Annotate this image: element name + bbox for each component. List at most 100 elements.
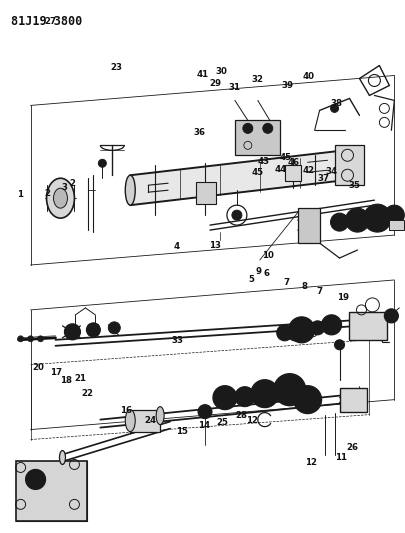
Circle shape <box>38 336 43 342</box>
Ellipse shape <box>60 450 65 464</box>
Circle shape <box>293 386 321 414</box>
Circle shape <box>288 317 314 343</box>
Text: 39: 39 <box>281 81 292 90</box>
Circle shape <box>384 309 397 323</box>
Circle shape <box>242 123 252 133</box>
Circle shape <box>108 322 120 334</box>
Text: 13: 13 <box>209 241 221 250</box>
Circle shape <box>388 313 393 319</box>
Bar <box>339 387 367 411</box>
Ellipse shape <box>125 410 135 432</box>
Text: 30: 30 <box>215 67 226 76</box>
Text: 7: 7 <box>283 278 289 287</box>
Circle shape <box>86 323 100 337</box>
Ellipse shape <box>340 151 347 179</box>
Circle shape <box>17 336 23 342</box>
Circle shape <box>231 210 241 220</box>
Text: 16: 16 <box>120 406 132 415</box>
Text: 29: 29 <box>209 78 221 87</box>
Text: 34: 34 <box>324 167 337 176</box>
Text: 35: 35 <box>348 181 360 190</box>
Text: 44: 44 <box>274 165 286 174</box>
Circle shape <box>262 123 272 133</box>
Circle shape <box>330 213 347 231</box>
Text: 12: 12 <box>305 458 317 466</box>
Ellipse shape <box>47 178 74 218</box>
Ellipse shape <box>53 188 67 208</box>
Circle shape <box>273 374 305 406</box>
Text: 45: 45 <box>279 153 290 162</box>
Polygon shape <box>130 150 344 205</box>
Bar <box>16 462 87 521</box>
Text: 37: 37 <box>316 174 328 183</box>
Circle shape <box>213 386 236 410</box>
Text: 28: 28 <box>235 411 247 420</box>
Text: 11: 11 <box>334 454 346 463</box>
Circle shape <box>384 205 403 225</box>
Text: 21: 21 <box>74 374 86 383</box>
Text: 14: 14 <box>197 422 209 431</box>
Circle shape <box>334 340 344 350</box>
Text: 24: 24 <box>144 416 156 425</box>
Text: 25: 25 <box>216 418 228 427</box>
Text: 33: 33 <box>171 336 183 345</box>
Bar <box>284 165 300 181</box>
Circle shape <box>198 405 211 418</box>
Ellipse shape <box>125 175 135 205</box>
Bar <box>196 182 215 204</box>
Text: 9: 9 <box>255 268 261 276</box>
Text: 31: 31 <box>228 83 240 92</box>
Text: 8: 8 <box>301 281 307 290</box>
Circle shape <box>64 324 80 340</box>
Text: 46: 46 <box>287 158 299 167</box>
Text: 18: 18 <box>60 376 72 385</box>
Text: 27: 27 <box>44 18 56 27</box>
Circle shape <box>28 336 34 342</box>
Bar <box>130 410 160 432</box>
Text: 26: 26 <box>345 443 357 452</box>
Bar <box>234 120 279 155</box>
Circle shape <box>362 204 390 232</box>
Text: 4: 4 <box>173 242 179 251</box>
Circle shape <box>26 470 45 489</box>
Circle shape <box>98 159 106 167</box>
Text: 7: 7 <box>315 287 322 296</box>
Circle shape <box>345 208 369 232</box>
Text: 15: 15 <box>175 427 187 436</box>
Text: 32: 32 <box>251 75 263 84</box>
Text: 81J19 3800: 81J19 3800 <box>11 15 82 28</box>
Text: 10: 10 <box>261 252 273 260</box>
Circle shape <box>321 315 341 335</box>
Text: 36: 36 <box>192 128 205 137</box>
Text: 38: 38 <box>330 99 342 108</box>
Text: 12: 12 <box>245 416 257 425</box>
Text: 3: 3 <box>62 183 68 192</box>
Bar <box>349 312 386 340</box>
Circle shape <box>310 321 324 335</box>
Text: 20: 20 <box>32 363 44 372</box>
Text: 22: 22 <box>81 389 93 398</box>
Text: 43: 43 <box>257 157 269 166</box>
Text: 42: 42 <box>302 166 314 175</box>
Text: 2: 2 <box>44 189 50 198</box>
Text: 5: 5 <box>248 275 254 284</box>
Text: 19: 19 <box>337 293 349 302</box>
Bar <box>334 146 364 185</box>
Text: 41: 41 <box>196 70 208 78</box>
Ellipse shape <box>156 407 164 425</box>
Text: 6: 6 <box>263 269 269 278</box>
Text: 40: 40 <box>302 72 314 81</box>
Circle shape <box>330 104 338 112</box>
Circle shape <box>234 386 254 407</box>
Text: 23: 23 <box>110 63 122 71</box>
Bar <box>388 220 403 230</box>
Text: 45: 45 <box>251 168 263 177</box>
Text: 2: 2 <box>70 179 75 188</box>
Bar <box>297 208 319 243</box>
Circle shape <box>288 329 300 341</box>
Text: 17: 17 <box>50 368 62 377</box>
Circle shape <box>250 379 278 408</box>
Text: 1: 1 <box>17 190 23 199</box>
Circle shape <box>276 325 292 341</box>
Circle shape <box>30 474 40 484</box>
